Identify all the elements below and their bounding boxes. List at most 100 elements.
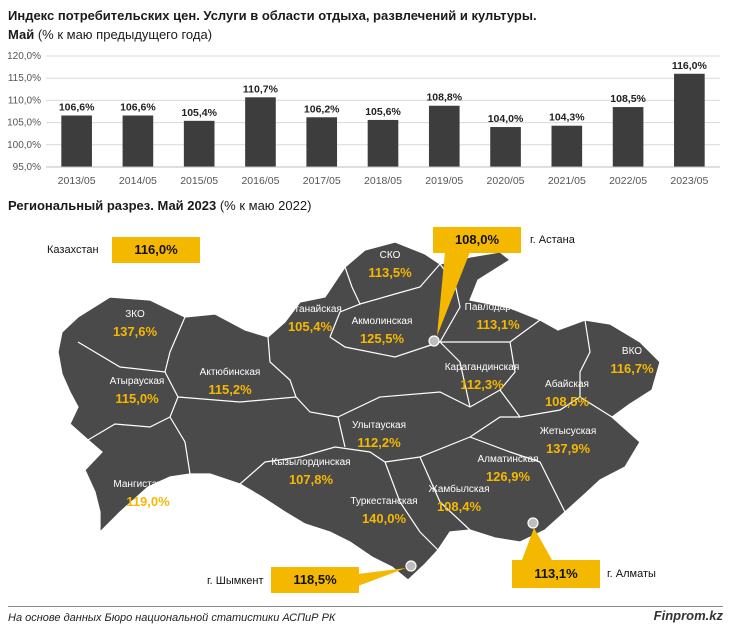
region-name: Жамбылская [429, 483, 490, 495]
bar [122, 115, 154, 167]
bar-value-label: 106,2% [304, 103, 340, 115]
regional-section-title: Региональный разрез. Май 2023 (% к маю 2… [8, 198, 311, 213]
region-name: Жетысуская [540, 426, 597, 437]
region-name: Абайская [545, 378, 589, 390]
x-tick-label: 2019/05 [425, 175, 463, 187]
region-value: 116,7% [610, 361, 654, 376]
subtitle-bold: Май [8, 27, 35, 42]
bar [306, 117, 338, 167]
y-tick-label: 120,0% [7, 51, 41, 62]
y-tick-label: 95,0% [13, 162, 41, 173]
region-name: ВКО [622, 346, 642, 357]
regional-map: ЗКО 137,6% Атырауская 115,0% Актюбинская 115,… [57, 241, 661, 586]
brand-logo: Finprom.kz [653, 608, 723, 623]
astana-value: 108,0% [433, 227, 521, 253]
astana-marker [428, 335, 440, 347]
bar [674, 73, 705, 167]
bar-value-label: 104,3% [549, 112, 585, 124]
region-value: 113,1% [476, 317, 520, 332]
bar [367, 119, 399, 167]
y-tick-label: 100,0% [7, 140, 41, 151]
regional-title-bold: Региональный разрез. Май 2023 [8, 198, 217, 213]
x-tick-label: 2018/05 [364, 175, 402, 187]
region-name: Мангистауская [113, 479, 182, 490]
bar [428, 105, 460, 167]
region-value: 112,2% [357, 435, 401, 450]
almaty-value: 113,1% [512, 560, 600, 588]
x-tick-label: 2014/05 [119, 175, 157, 187]
y-tick-label: 105,0% [7, 118, 41, 129]
bar [490, 127, 521, 167]
subtitle-rest: (% к маю предыдущего года) [37, 27, 213, 42]
shymkent-pointer [358, 568, 406, 586]
x-tick-label: 2022/05 [609, 175, 647, 187]
region-value: 119,0% [126, 494, 170, 509]
astana-label: г. Астана [530, 234, 575, 246]
almaty-marker [527, 517, 539, 529]
region-name: Атырауская [110, 376, 165, 387]
page-subtitle: Май (% к маю предыдущего года) [8, 27, 212, 42]
bar [183, 120, 215, 167]
footer-divider [8, 606, 723, 607]
regional-title-rest: (% к маю 2022) [219, 198, 312, 213]
x-tick-label: 2016/05 [241, 175, 279, 187]
region-name: Карагандинская [445, 362, 520, 373]
region-borders [77, 263, 613, 551]
bar [245, 97, 276, 167]
region-value: 137,9% [546, 441, 591, 456]
region-name: Акмолинская [352, 316, 413, 327]
bar-value-label: 116,0% [672, 60, 708, 72]
bar [612, 107, 644, 167]
bar-value-label: 106,6% [120, 101, 156, 113]
region-name: СКО [380, 250, 401, 261]
shymkent-label: г. Шымкент [207, 575, 264, 587]
x-tick-label: 2020/05 [487, 175, 525, 187]
bar [551, 125, 583, 167]
region-value: 108,5% [545, 394, 590, 409]
region-name: Павлодарская [465, 302, 532, 313]
x-tick-label: 2021/05 [548, 175, 586, 187]
x-tick-label: 2015/05 [180, 175, 218, 187]
y-tick-label: 115,0% [8, 73, 41, 84]
region-name: ЗКО [125, 309, 145, 320]
page-title: Индекс потребительских цен. Услуги в обл… [8, 8, 537, 23]
shymkent-marker [405, 560, 417, 572]
bar-value-label: 105,6% [365, 106, 401, 118]
bar-value-label: 108,8% [426, 92, 462, 104]
region-name: Костанайская [278, 304, 342, 315]
source-note: На основе данных Бюро национальной стати… [8, 612, 336, 624]
shymkent-value: 118,5% [271, 567, 359, 593]
astana-pointer [437, 252, 470, 336]
bar-value-label: 110,7% [243, 83, 279, 95]
region-value: 115,0% [115, 391, 159, 406]
region-value: 107,8% [289, 472, 334, 487]
region-value: 137,6% [113, 324, 158, 339]
bar-value-label: 108,5% [610, 93, 646, 105]
almaty-pointer [522, 528, 552, 560]
bar-value-label: 104,0% [488, 113, 524, 125]
x-tick-label: 2013/05 [58, 175, 96, 187]
region-value: 125,5% [360, 331, 405, 346]
bar-value-label: 105,4% [181, 107, 217, 119]
bar-chart: 95,0% 100,0% 105,0% 110,0% 115,0% 120,0% 106,6… [7, 51, 720, 187]
region-name: Кызылординская [271, 457, 350, 468]
bar-value-label: 106,6% [59, 101, 95, 113]
y-tick-label: 110,0% [8, 95, 41, 106]
almaty-label: г. Алматы [607, 568, 656, 580]
region-name: Алматинская [478, 454, 539, 465]
region-value: 113,5% [368, 265, 412, 280]
region-labels: ЗКО 137,6% Атырауская 115,0% Актюбинская 115,… [110, 250, 654, 526]
x-tick-label: 2023/05 [670, 175, 708, 187]
region-value: 126,9% [486, 469, 531, 484]
region-value: 112,3% [460, 377, 504, 392]
region-value: 108,4% [437, 499, 482, 514]
kazakhstan-label: Казахстан [47, 244, 99, 256]
bar [61, 115, 92, 167]
region-value: 105,4% [288, 319, 333, 334]
kazakhstan-value: 116,0% [112, 237, 200, 263]
kazakhstan-silhouette [57, 241, 661, 581]
region-name: Улытауская [352, 420, 406, 431]
region-name: Актюбинская [200, 366, 261, 378]
region-value: 140,0% [362, 511, 407, 526]
region-name: Туркестанская [350, 496, 417, 507]
